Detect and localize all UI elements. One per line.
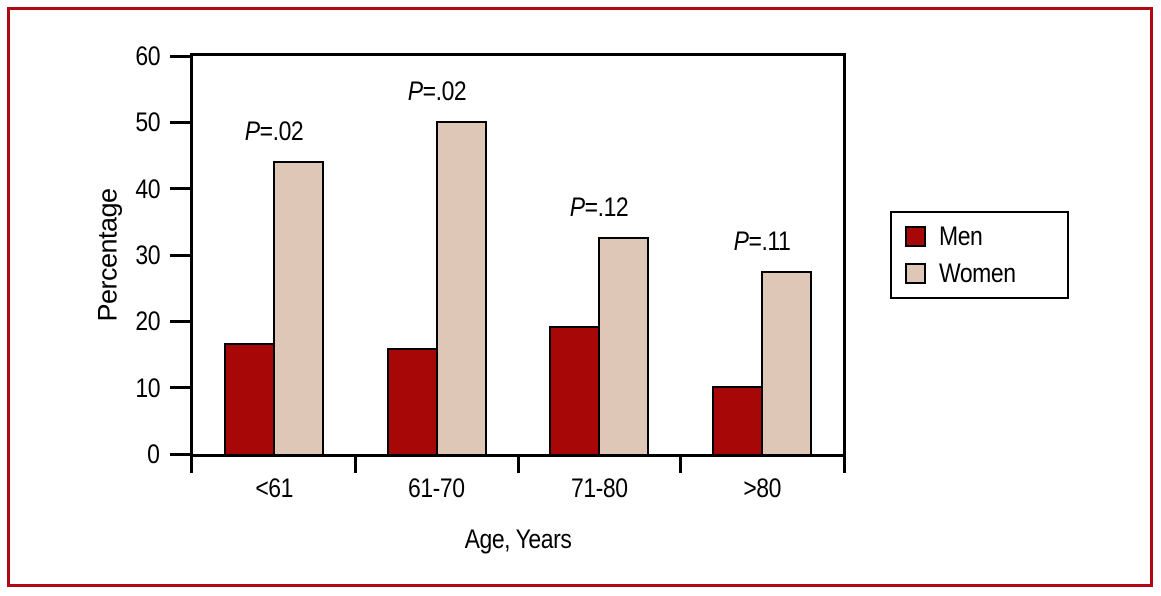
x-tick-label: >80 [681,473,844,504]
p-value-label: P=.11 [733,225,791,256]
bar-women-3 [760,270,812,454]
p-value-label-italic-p: P [569,192,585,223]
legend-label-text: Women [939,258,1016,289]
p-value-label-italic-p: P [407,76,423,107]
p-value-label-italic-p: P [244,116,260,147]
legend-label: Women [939,258,1029,289]
legend-swatch-women [905,263,926,285]
bar-women-2 [598,237,650,454]
bar-pair [549,237,650,454]
y-tick-label-text: 10 [135,372,160,403]
x-tick [679,457,682,473]
legend-item-men: Men [905,221,1067,252]
legend-label-text: Men [939,220,983,251]
p-value-label: P=.02 [244,116,304,147]
bar-pair [711,270,812,454]
y-tick [170,187,190,191]
bar-women-0 [273,161,325,454]
y-tick-label-text: 40 [135,173,160,204]
y-tick-label-text: 60 [135,41,160,71]
category-group: >80 P=.11 [681,56,844,503]
legend-label: Men [939,221,990,252]
p-value-label: P=.12 [569,192,629,223]
x-tick [516,457,520,473]
x-tick-label-text: 61-70 [408,473,466,503]
y-tick-label: 50 [80,108,160,136]
y-tick [170,386,190,390]
bar-men-0 [224,343,276,454]
p-value-label-italic-p: P [733,225,749,256]
x-tick-label: <61 [193,473,356,504]
bar-men-3 [711,386,763,454]
x-tick-label: 61-70 [356,473,519,504]
y-tick-label-text: 30 [135,240,160,270]
x-tick-label-text: >80 [742,473,781,503]
x-axis-title: Age, Years [455,524,581,555]
bar-pair [386,121,487,454]
legend-swatch-men [905,225,926,247]
y-tick [170,54,190,58]
y-tick-label: 60 [80,42,160,70]
plot-area: 0 10 20 30 40 50 60 <61 P=.02 61-70 P=.02 71-80 P=.1… [135,42,846,503]
y-tick-label: 40 [80,175,160,203]
y-tick-label-text: 0 [147,439,161,469]
y-tick-label: 10 [80,374,160,402]
y-tick [170,120,190,124]
y-tick [170,253,190,257]
category-group: 61-70 P=.02 [356,56,519,503]
x-tick-label: 71-80 [518,473,681,504]
y-tick-label: 20 [80,307,160,335]
y-tick-label-text: 50 [135,107,160,138]
x-tick [190,457,193,473]
x-tick [354,457,357,473]
x-tick-label-text: <61 [255,473,294,503]
category-group: <61 P=.02 [193,56,356,503]
bar-women-1 [435,121,487,454]
y-tick-label-text: 20 [135,306,160,337]
x-tick [843,457,846,473]
y-tick [170,319,190,323]
bar-men-1 [386,347,438,454]
legend: Men Women [890,211,1069,299]
p-value-label: P=.02 [407,76,467,107]
x-axis-title-text: Age, Years [464,524,572,554]
y-tick-label: 30 [80,241,160,269]
y-tick [170,452,190,456]
figure-border [7,7,1153,587]
bar-men-2 [549,325,601,454]
y-tick-label: 0 [80,439,161,469]
bar-pair [224,161,325,454]
legend-item-women: Women [905,258,1067,289]
x-tick-label-text: 71-80 [570,473,628,503]
category-group: 71-80 P=.12 [518,56,681,503]
